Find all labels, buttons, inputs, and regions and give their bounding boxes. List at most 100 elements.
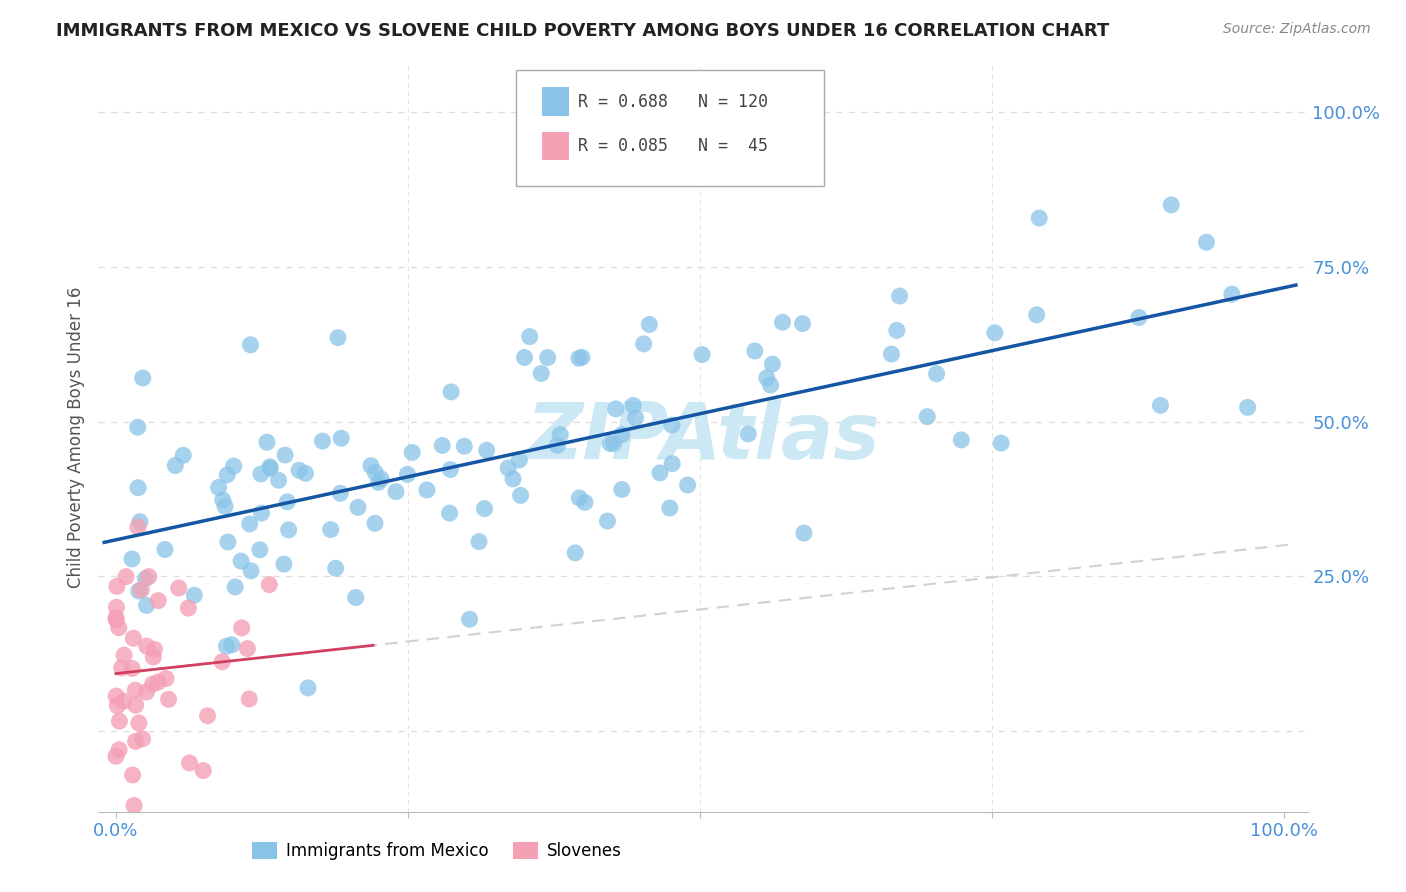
Point xyxy=(610,427,633,442)
Point xyxy=(568,491,591,505)
Point xyxy=(124,683,146,698)
Point xyxy=(344,591,367,605)
Point xyxy=(107,621,129,635)
Point xyxy=(132,371,155,385)
Point xyxy=(658,501,681,516)
Y-axis label: Child Poverty Among Boys Under 16: Child Poverty Among Boys Under 16 xyxy=(67,286,86,588)
Point xyxy=(239,338,262,352)
Point xyxy=(143,642,166,657)
Point xyxy=(610,483,633,497)
Point xyxy=(277,523,299,537)
Point xyxy=(211,493,233,508)
Point xyxy=(648,466,671,480)
Point xyxy=(624,410,647,425)
Point xyxy=(513,351,536,365)
Point xyxy=(155,672,177,686)
Point xyxy=(1149,398,1171,412)
Point xyxy=(602,436,624,450)
FancyBboxPatch shape xyxy=(543,87,569,116)
Point xyxy=(915,409,938,424)
Point xyxy=(633,337,655,351)
Point xyxy=(370,472,392,486)
Point xyxy=(401,445,423,459)
Point xyxy=(259,459,281,474)
Point xyxy=(508,453,530,467)
Point xyxy=(231,621,253,635)
Point xyxy=(105,600,128,615)
Point xyxy=(990,436,1012,450)
Point xyxy=(108,714,131,728)
Point xyxy=(165,458,187,473)
Point xyxy=(568,351,591,366)
Point xyxy=(385,484,408,499)
Point xyxy=(224,580,246,594)
Point xyxy=(142,650,165,665)
Point xyxy=(793,526,815,541)
Point xyxy=(276,495,298,509)
Point xyxy=(250,467,273,481)
Point xyxy=(112,694,135,708)
Point xyxy=(605,401,627,416)
Point xyxy=(519,329,541,343)
Point xyxy=(105,613,128,627)
Point xyxy=(294,467,316,481)
Point xyxy=(129,515,152,529)
Point xyxy=(217,467,239,482)
Point xyxy=(364,516,387,531)
Point xyxy=(1195,235,1218,250)
Point xyxy=(121,661,143,675)
Point xyxy=(755,371,778,385)
Point xyxy=(347,500,370,515)
Point xyxy=(546,438,568,452)
Point xyxy=(458,612,481,626)
Point xyxy=(661,418,683,433)
Text: Source: ZipAtlas.com: Source: ZipAtlas.com xyxy=(1223,22,1371,37)
Point xyxy=(259,577,281,591)
Point xyxy=(135,639,157,653)
Point xyxy=(574,495,596,509)
Point xyxy=(207,480,229,494)
Point xyxy=(737,427,759,442)
Point xyxy=(128,584,150,599)
Point xyxy=(596,514,619,528)
Point xyxy=(211,655,233,669)
Point xyxy=(217,535,239,549)
FancyBboxPatch shape xyxy=(543,132,569,161)
FancyBboxPatch shape xyxy=(516,70,824,186)
Point xyxy=(325,561,347,575)
Point xyxy=(274,448,297,462)
Point xyxy=(111,661,134,675)
Point xyxy=(214,500,236,514)
Point xyxy=(880,347,903,361)
Point xyxy=(638,318,661,332)
Point xyxy=(1220,287,1243,301)
Point xyxy=(474,501,496,516)
Point xyxy=(124,734,146,748)
Point xyxy=(759,378,782,392)
Point xyxy=(142,677,165,691)
Point xyxy=(105,689,128,703)
Point xyxy=(131,731,153,746)
Point xyxy=(599,436,621,450)
Point xyxy=(193,764,215,778)
Point xyxy=(889,289,911,303)
Point xyxy=(676,478,699,492)
Point xyxy=(984,326,1007,340)
Point xyxy=(548,427,571,442)
Point xyxy=(121,552,143,566)
Point xyxy=(360,458,382,473)
Point xyxy=(249,542,271,557)
Point xyxy=(468,534,491,549)
Point xyxy=(179,756,201,770)
Point xyxy=(177,601,200,615)
Point xyxy=(564,546,586,560)
Point xyxy=(319,523,342,537)
Point xyxy=(761,357,783,371)
Point xyxy=(105,698,128,713)
Point xyxy=(744,343,766,358)
Point xyxy=(167,581,190,595)
Point xyxy=(122,631,145,645)
Point xyxy=(105,579,128,593)
Point xyxy=(148,593,170,607)
Point xyxy=(229,554,252,568)
